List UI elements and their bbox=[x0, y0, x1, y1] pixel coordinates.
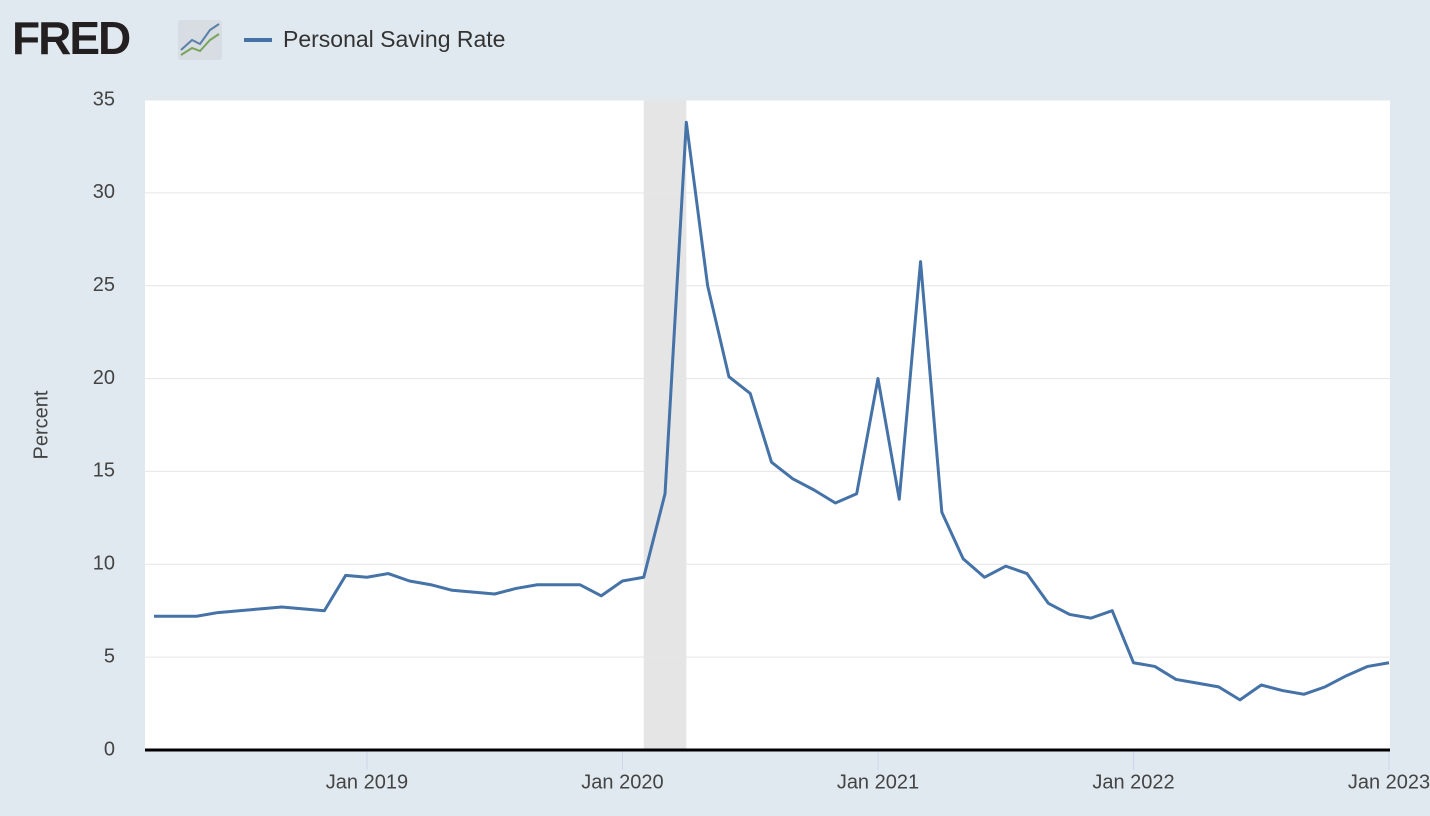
y-tick-label: 10 bbox=[93, 553, 115, 575]
y-axis-label: Percent bbox=[30, 390, 52, 459]
plot-area bbox=[145, 100, 1390, 750]
y-tick-label: 20 bbox=[93, 367, 115, 389]
logo[interactable]: FRED bbox=[12, 12, 132, 64]
y-tick-label: 15 bbox=[93, 460, 115, 482]
logo-icon bbox=[178, 20, 222, 60]
x-tick-label: Jan 2021 bbox=[837, 771, 919, 793]
legend-label[interactable]: Personal Saving Rate bbox=[283, 26, 505, 52]
y-tick-label: 30 bbox=[93, 181, 115, 203]
y-tick-label: 35 bbox=[93, 88, 115, 110]
y-tick-label: 25 bbox=[93, 274, 115, 296]
x-tick-label: Jan 2019 bbox=[326, 771, 408, 793]
x-tick-label: Jan 2020 bbox=[581, 771, 663, 793]
y-tick-label: 5 bbox=[104, 645, 115, 667]
series-line bbox=[154, 120, 1390, 702]
x-tick-label: Jan 2022 bbox=[1092, 771, 1174, 793]
recession-shade bbox=[643, 100, 687, 750]
x-tick-label: Jan 2023 bbox=[1348, 771, 1430, 793]
y-tick-label: 0 bbox=[104, 738, 115, 760]
